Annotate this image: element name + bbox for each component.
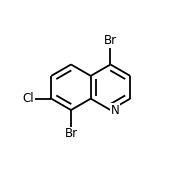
Text: Br: Br bbox=[104, 34, 117, 47]
Text: N: N bbox=[110, 104, 119, 117]
Text: Cl: Cl bbox=[23, 92, 34, 105]
Text: Br: Br bbox=[65, 127, 78, 140]
